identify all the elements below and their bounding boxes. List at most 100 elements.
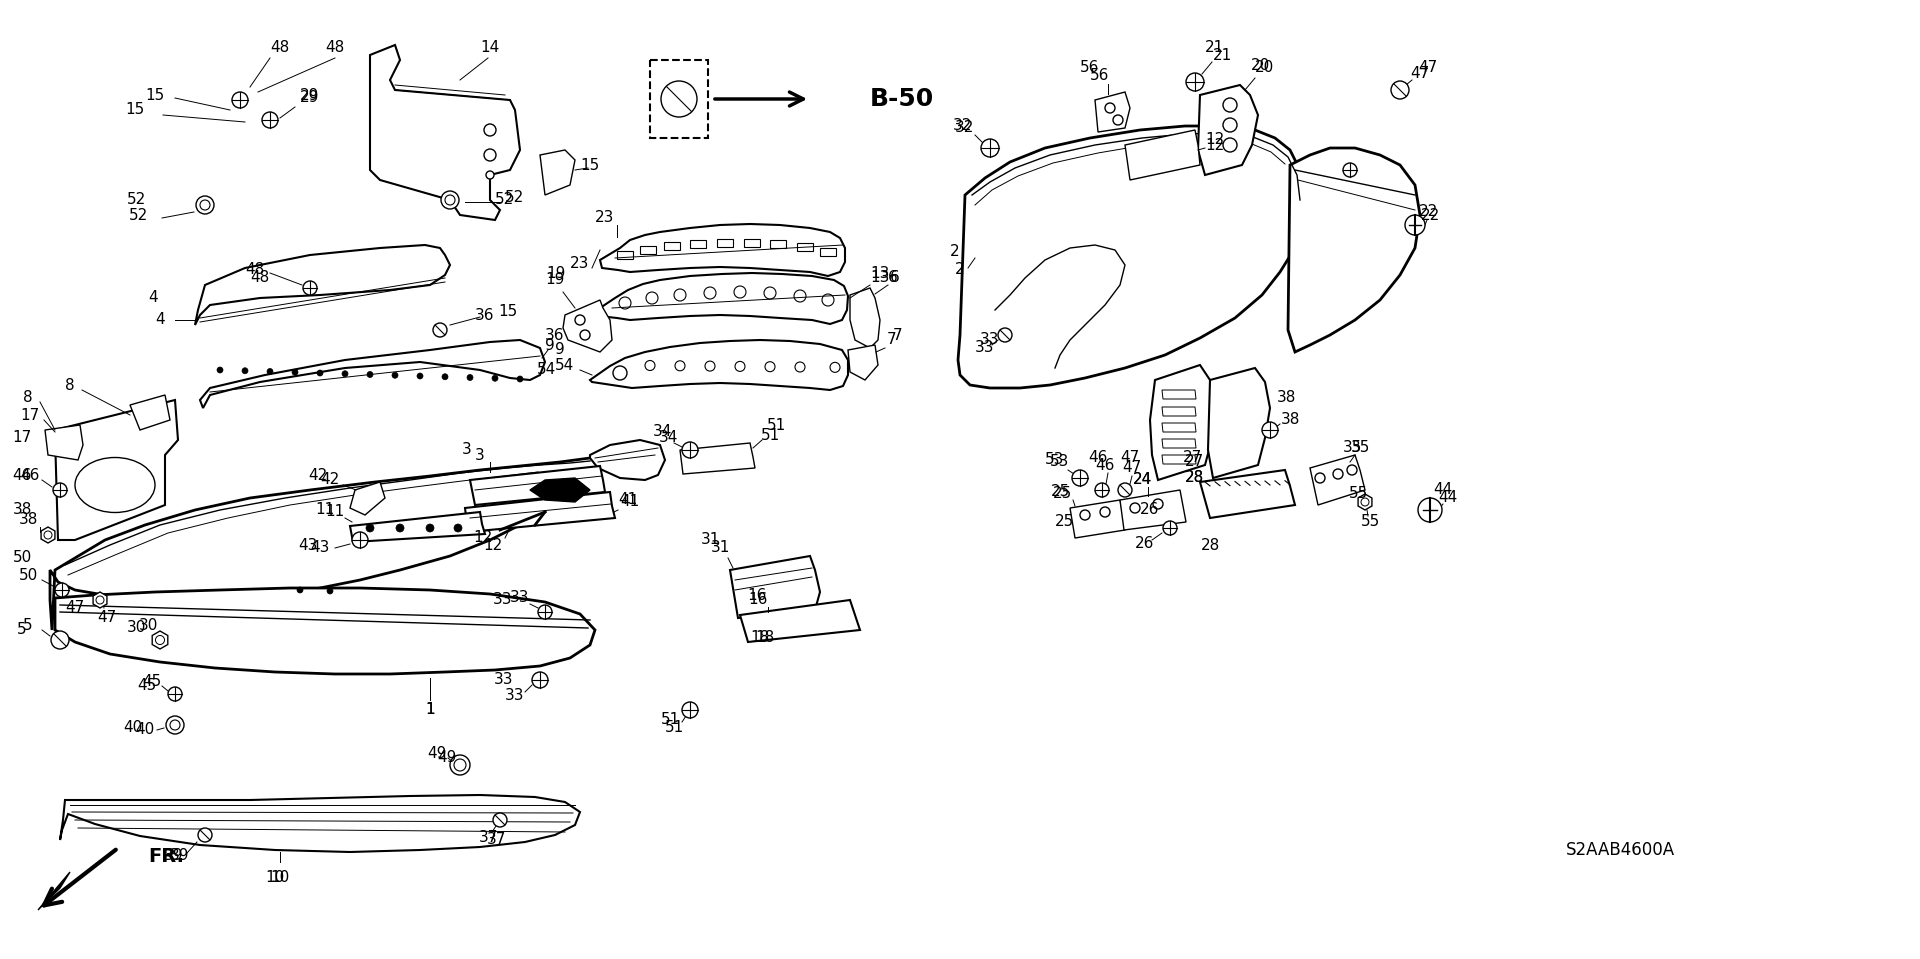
Text: 38: 38: [12, 503, 33, 518]
Polygon shape: [530, 478, 589, 502]
Polygon shape: [1150, 365, 1215, 480]
Polygon shape: [470, 466, 605, 505]
Circle shape: [217, 367, 223, 373]
Polygon shape: [849, 345, 877, 380]
Text: 31: 31: [701, 532, 720, 548]
Polygon shape: [589, 440, 664, 480]
Circle shape: [342, 371, 348, 377]
Circle shape: [1315, 473, 1325, 483]
Circle shape: [484, 149, 495, 161]
Circle shape: [317, 370, 323, 376]
Text: 33: 33: [493, 672, 515, 688]
Text: 47: 47: [1419, 60, 1438, 76]
Text: 39: 39: [165, 848, 184, 862]
Polygon shape: [44, 425, 83, 460]
Text: 17: 17: [12, 430, 31, 445]
Circle shape: [981, 139, 998, 157]
Text: 12: 12: [1206, 132, 1225, 148]
Text: 49: 49: [428, 745, 447, 760]
Polygon shape: [820, 248, 835, 256]
Circle shape: [795, 290, 806, 302]
Polygon shape: [1208, 368, 1269, 478]
Polygon shape: [349, 512, 486, 542]
Polygon shape: [349, 482, 386, 515]
Circle shape: [1154, 499, 1164, 509]
Text: 48: 48: [246, 263, 265, 277]
Circle shape: [169, 687, 182, 701]
Text: 44: 44: [1434, 482, 1453, 498]
Text: 16: 16: [749, 593, 768, 607]
Text: 11: 11: [315, 503, 334, 518]
Circle shape: [426, 524, 434, 532]
Text: 12: 12: [484, 537, 503, 552]
Text: 12: 12: [474, 530, 493, 546]
Circle shape: [484, 124, 495, 136]
Circle shape: [538, 605, 553, 619]
Text: 51: 51: [760, 428, 780, 442]
Text: 15: 15: [125, 103, 144, 118]
Circle shape: [532, 672, 547, 688]
Circle shape: [200, 200, 209, 210]
Polygon shape: [599, 224, 845, 276]
Text: 43: 43: [298, 537, 317, 552]
Circle shape: [493, 813, 507, 827]
Circle shape: [1223, 98, 1236, 112]
Circle shape: [1071, 470, 1089, 486]
Text: 51: 51: [766, 418, 785, 433]
Circle shape: [292, 369, 298, 375]
Text: 52: 52: [505, 191, 524, 205]
Text: 19: 19: [545, 272, 564, 288]
Circle shape: [1261, 422, 1279, 438]
Circle shape: [764, 287, 776, 299]
Polygon shape: [131, 395, 171, 430]
Text: 47: 47: [98, 610, 117, 624]
Circle shape: [1390, 81, 1409, 99]
Text: 18: 18: [755, 630, 774, 645]
Circle shape: [396, 524, 403, 532]
Circle shape: [682, 702, 699, 718]
Polygon shape: [60, 795, 580, 852]
Text: 13: 13: [870, 267, 889, 282]
Text: 33: 33: [975, 340, 995, 356]
Text: 52: 52: [127, 193, 146, 207]
Polygon shape: [1357, 494, 1373, 510]
Circle shape: [1117, 483, 1133, 497]
Text: 50: 50: [12, 550, 31, 566]
Circle shape: [764, 362, 776, 372]
Polygon shape: [1198, 85, 1258, 175]
Text: 12: 12: [1206, 137, 1225, 152]
Circle shape: [449, 755, 470, 775]
Text: 15: 15: [146, 87, 165, 103]
Polygon shape: [1125, 130, 1200, 180]
Circle shape: [196, 196, 213, 214]
Text: 1: 1: [424, 703, 434, 717]
Text: 41: 41: [620, 495, 639, 509]
Circle shape: [1348, 465, 1357, 475]
Circle shape: [1223, 118, 1236, 132]
Text: 2: 2: [950, 245, 960, 260]
Polygon shape: [639, 246, 657, 254]
Text: 6: 6: [891, 270, 900, 286]
Text: 9: 9: [545, 338, 555, 353]
Text: 22: 22: [1421, 207, 1440, 222]
Polygon shape: [56, 588, 595, 674]
Text: 37: 37: [488, 832, 507, 848]
Circle shape: [735, 362, 745, 371]
Circle shape: [1106, 103, 1116, 113]
Text: 34: 34: [659, 431, 678, 446]
Circle shape: [232, 92, 248, 108]
Circle shape: [434, 323, 447, 337]
Polygon shape: [739, 600, 860, 642]
Circle shape: [486, 171, 493, 179]
Text: 6: 6: [889, 270, 899, 286]
Circle shape: [453, 524, 463, 532]
Text: 5: 5: [17, 622, 27, 638]
Circle shape: [1114, 115, 1123, 125]
Polygon shape: [1162, 390, 1196, 399]
Text: 4: 4: [156, 313, 165, 328]
Circle shape: [44, 531, 52, 539]
Text: 20: 20: [1256, 60, 1275, 76]
Text: 41: 41: [618, 493, 637, 507]
Polygon shape: [40, 527, 56, 543]
Text: 9: 9: [555, 342, 564, 358]
